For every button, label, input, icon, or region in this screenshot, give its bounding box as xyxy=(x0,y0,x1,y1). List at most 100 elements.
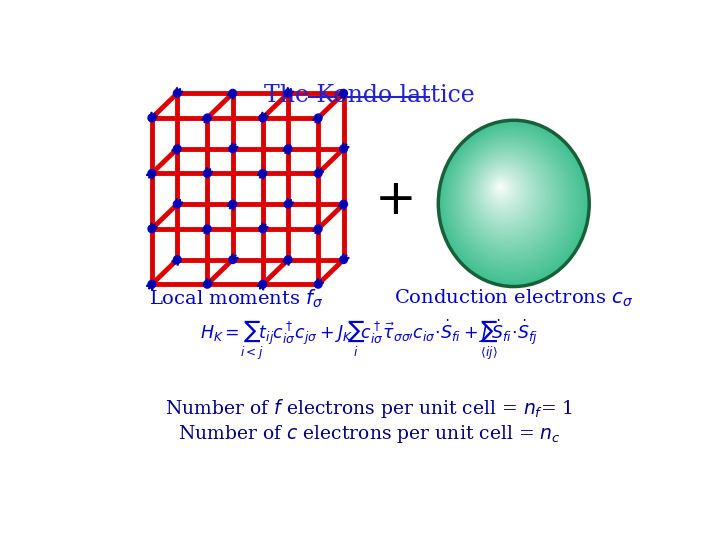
Ellipse shape xyxy=(462,145,556,249)
Ellipse shape xyxy=(470,154,544,235)
Ellipse shape xyxy=(448,130,576,272)
Circle shape xyxy=(229,200,237,208)
Ellipse shape xyxy=(444,127,580,276)
Ellipse shape xyxy=(456,140,562,256)
Circle shape xyxy=(284,200,292,208)
Ellipse shape xyxy=(469,153,544,237)
Ellipse shape xyxy=(492,177,512,200)
Ellipse shape xyxy=(481,166,528,218)
Circle shape xyxy=(284,90,292,97)
Text: +: + xyxy=(375,176,417,224)
Ellipse shape xyxy=(472,157,540,232)
Ellipse shape xyxy=(486,172,520,209)
Circle shape xyxy=(148,114,156,122)
Ellipse shape xyxy=(453,136,568,263)
Ellipse shape xyxy=(490,177,513,201)
Circle shape xyxy=(174,145,181,153)
Ellipse shape xyxy=(441,123,586,283)
Ellipse shape xyxy=(485,170,522,212)
Circle shape xyxy=(229,145,237,153)
Circle shape xyxy=(259,225,266,233)
Ellipse shape xyxy=(480,165,529,219)
Ellipse shape xyxy=(472,156,541,233)
Ellipse shape xyxy=(490,176,514,202)
Circle shape xyxy=(229,256,237,264)
Ellipse shape xyxy=(482,167,526,215)
Circle shape xyxy=(174,256,181,264)
Ellipse shape xyxy=(483,168,524,214)
Ellipse shape xyxy=(467,151,548,240)
Ellipse shape xyxy=(444,126,582,278)
Circle shape xyxy=(204,280,211,288)
Ellipse shape xyxy=(473,158,539,230)
Text: $H_K = \!\sum_{i<j}\! t_{ij} c^\dagger_{i\sigma} c_{j\sigma}+ J_K\!\sum_{i}\! c^: $H_K = \!\sum_{i<j}\! t_{ij} c^\dagger_{… xyxy=(200,318,538,362)
Ellipse shape xyxy=(494,180,509,197)
Ellipse shape xyxy=(451,134,570,265)
Ellipse shape xyxy=(499,186,501,188)
Ellipse shape xyxy=(488,174,517,205)
Ellipse shape xyxy=(441,124,585,281)
Circle shape xyxy=(259,280,266,288)
Ellipse shape xyxy=(474,159,536,228)
Circle shape xyxy=(204,170,211,177)
Ellipse shape xyxy=(457,141,562,255)
Circle shape xyxy=(148,225,156,233)
Ellipse shape xyxy=(466,150,549,241)
Ellipse shape xyxy=(477,161,534,224)
Ellipse shape xyxy=(442,124,584,280)
Ellipse shape xyxy=(467,152,546,239)
Text: The Kondo lattice: The Kondo lattice xyxy=(264,84,474,107)
Ellipse shape xyxy=(495,181,508,195)
Ellipse shape xyxy=(476,161,534,225)
Circle shape xyxy=(315,170,322,177)
Ellipse shape xyxy=(445,127,579,275)
Circle shape xyxy=(315,114,322,122)
Circle shape xyxy=(315,225,322,233)
Ellipse shape xyxy=(446,129,578,274)
Ellipse shape xyxy=(449,132,574,269)
Ellipse shape xyxy=(474,158,538,229)
Ellipse shape xyxy=(471,155,542,234)
Ellipse shape xyxy=(487,173,518,206)
Ellipse shape xyxy=(459,142,560,254)
Ellipse shape xyxy=(459,143,559,253)
Ellipse shape xyxy=(498,184,503,190)
Ellipse shape xyxy=(438,120,589,287)
Ellipse shape xyxy=(477,163,532,222)
Ellipse shape xyxy=(475,160,536,226)
Circle shape xyxy=(204,114,211,122)
Circle shape xyxy=(340,145,348,153)
Circle shape xyxy=(315,280,322,288)
Ellipse shape xyxy=(450,133,572,268)
Ellipse shape xyxy=(440,122,587,284)
Ellipse shape xyxy=(465,149,550,243)
Ellipse shape xyxy=(464,147,552,245)
Ellipse shape xyxy=(493,179,510,198)
Circle shape xyxy=(174,90,181,97)
Ellipse shape xyxy=(497,183,505,192)
Ellipse shape xyxy=(482,167,527,217)
Text: Number of $c$ electrons per unit cell = $n_c$: Number of $c$ electrons per unit cell = … xyxy=(178,423,560,445)
Ellipse shape xyxy=(447,130,577,273)
Text: Number of $f$ electrons per unit cell = $n_f$= 1: Number of $f$ electrons per unit cell = … xyxy=(165,397,573,421)
Circle shape xyxy=(284,256,292,264)
Ellipse shape xyxy=(462,146,554,248)
Circle shape xyxy=(259,170,266,177)
Circle shape xyxy=(340,200,348,208)
Ellipse shape xyxy=(479,164,530,220)
Ellipse shape xyxy=(456,139,564,258)
Ellipse shape xyxy=(496,183,505,193)
Circle shape xyxy=(148,170,156,177)
Ellipse shape xyxy=(452,135,569,264)
Ellipse shape xyxy=(455,138,564,259)
Ellipse shape xyxy=(485,171,521,210)
Ellipse shape xyxy=(495,181,507,194)
Ellipse shape xyxy=(451,133,572,267)
Ellipse shape xyxy=(454,137,567,261)
Circle shape xyxy=(229,90,237,97)
Ellipse shape xyxy=(492,178,511,199)
Circle shape xyxy=(340,256,348,264)
Circle shape xyxy=(174,200,181,208)
Ellipse shape xyxy=(478,163,531,221)
Circle shape xyxy=(259,114,266,122)
